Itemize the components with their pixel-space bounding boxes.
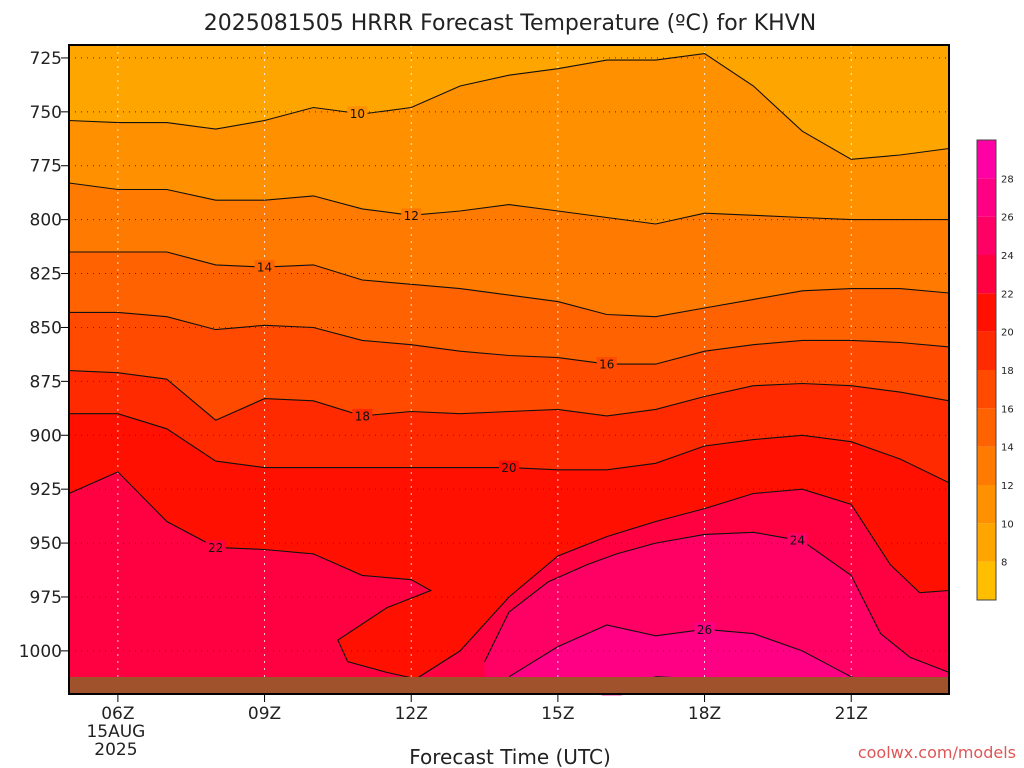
band-above-26 [509, 625, 891, 694]
colorbar-tick-28: 28 [1001, 174, 1014, 185]
contour-16 [69, 311, 950, 365]
colorbar-segment-20 [977, 293, 996, 332]
colorbar-tick-8: 8 [1001, 558, 1007, 569]
contour-label-bg-18 [352, 408, 373, 423]
x-tick-label-18Z: 18Z [688, 704, 721, 724]
contour-14 [69, 251, 950, 318]
contour-label-bg-26 [694, 622, 715, 637]
contour-label-bg-20 [499, 460, 519, 475]
y-axis: 725 750 775 800 825 850 875 900 925 950 975 1000 [19, 49, 69, 662]
y-tick-label-1000: 1000 [19, 642, 62, 662]
contour-18 [68, 370, 950, 421]
contour-label-bg-12 [401, 208, 422, 223]
colorbar-segment-18 [977, 331, 996, 370]
contour-label-bg-16 [596, 357, 617, 372]
colorbar-tick-10: 10 [1001, 519, 1014, 530]
colorbar-segment-14 [977, 408, 996, 447]
colorbar-tick-16: 16 [1001, 404, 1014, 415]
x-tick-label-09Z: 09Z [248, 704, 281, 724]
colorbar-tick-18: 18 [1001, 366, 1014, 377]
contour-10 [68, 53, 950, 160]
y-tick-label-925: 925 [30, 480, 62, 500]
x-tick-label-06Z: 06Z [101, 704, 134, 724]
contour-label-bg-10 [347, 106, 368, 121]
colorbar-tick-20: 20 [1001, 328, 1014, 339]
colorbar-frame [976, 139, 997, 601]
contour-label-bg-14 [254, 260, 275, 275]
grid-lines [69, 45, 949, 694]
y-tick-label-900: 900 [30, 426, 62, 446]
x-tick-sublabel-2025: 2025 [94, 740, 137, 760]
y-tick-label-825: 825 [30, 265, 62, 285]
contour-12 [68, 182, 949, 225]
chart-title: 2025081505 HRRR Forecast Temperature (ºC… [204, 11, 816, 36]
colorbar-tick-22: 22 [1001, 289, 1014, 300]
colorbar-tick-14: 14 [1001, 443, 1014, 454]
contour-label-22: 22 [208, 541, 223, 555]
colorbar-segment-22 [977, 255, 996, 294]
y-tick-label-800: 800 [30, 211, 62, 231]
contour-label-20: 20 [501, 461, 516, 475]
credit-link[interactable]: coolwx.com/models [858, 743, 1016, 762]
y-tick-label-725: 725 [30, 49, 62, 69]
colorbar-segment-12 [977, 446, 996, 485]
y-tick-label-750: 750 [30, 103, 62, 123]
contour-label-bg-22 [205, 540, 226, 555]
contour-label-18: 18 [355, 409, 370, 423]
colorbar: 8 10 12 14 16 18 20 22 24 26 28 [976, 139, 1014, 601]
plot-frame [68, 44, 950, 695]
x-tick-label-12Z: 12Z [395, 704, 428, 724]
contour-22 [68, 471, 950, 680]
y-tick-label-875: 875 [30, 372, 62, 392]
x-tick-sublabel-15AUG: 15AUG [86, 722, 145, 742]
colorbar-segment-6 [977, 561, 996, 600]
y-tick-label-775: 775 [30, 157, 62, 177]
y-tick-label-950: 950 [30, 534, 62, 554]
x-tick-label-15Z: 15Z [541, 704, 574, 724]
colorbar-segment-10 [977, 485, 996, 524]
y-tick-label-850: 850 [30, 318, 62, 338]
contour-24 [484, 531, 950, 673]
ground-layer [69, 677, 949, 694]
contour-label-26: 26 [697, 623, 712, 637]
contour-label-bg-24 [787, 533, 808, 548]
colorbar-segment-26 [977, 178, 996, 217]
colorbar-tick-24: 24 [1001, 251, 1014, 262]
colorbar-segment-16 [977, 370, 996, 409]
contour-label-12: 12 [404, 209, 419, 223]
y-tick-label-975: 975 [30, 588, 62, 608]
contour-label-16: 16 [599, 358, 614, 372]
contour-label-10: 10 [350, 107, 365, 121]
contour-label-14: 14 [257, 261, 272, 275]
colorbar-segment-8 [977, 523, 996, 562]
colorbar-tick-26: 26 [1001, 213, 1014, 224]
colorbar-tick-12: 12 [1001, 481, 1014, 492]
x-tick-label-21Z: 21Z [835, 704, 868, 724]
contour-label-24: 24 [790, 534, 805, 548]
colorbar-segment-24 [977, 216, 996, 255]
x-axis-label: Forecast Time (UTC) [409, 745, 611, 768]
colorbar-segment-28 [977, 140, 996, 179]
